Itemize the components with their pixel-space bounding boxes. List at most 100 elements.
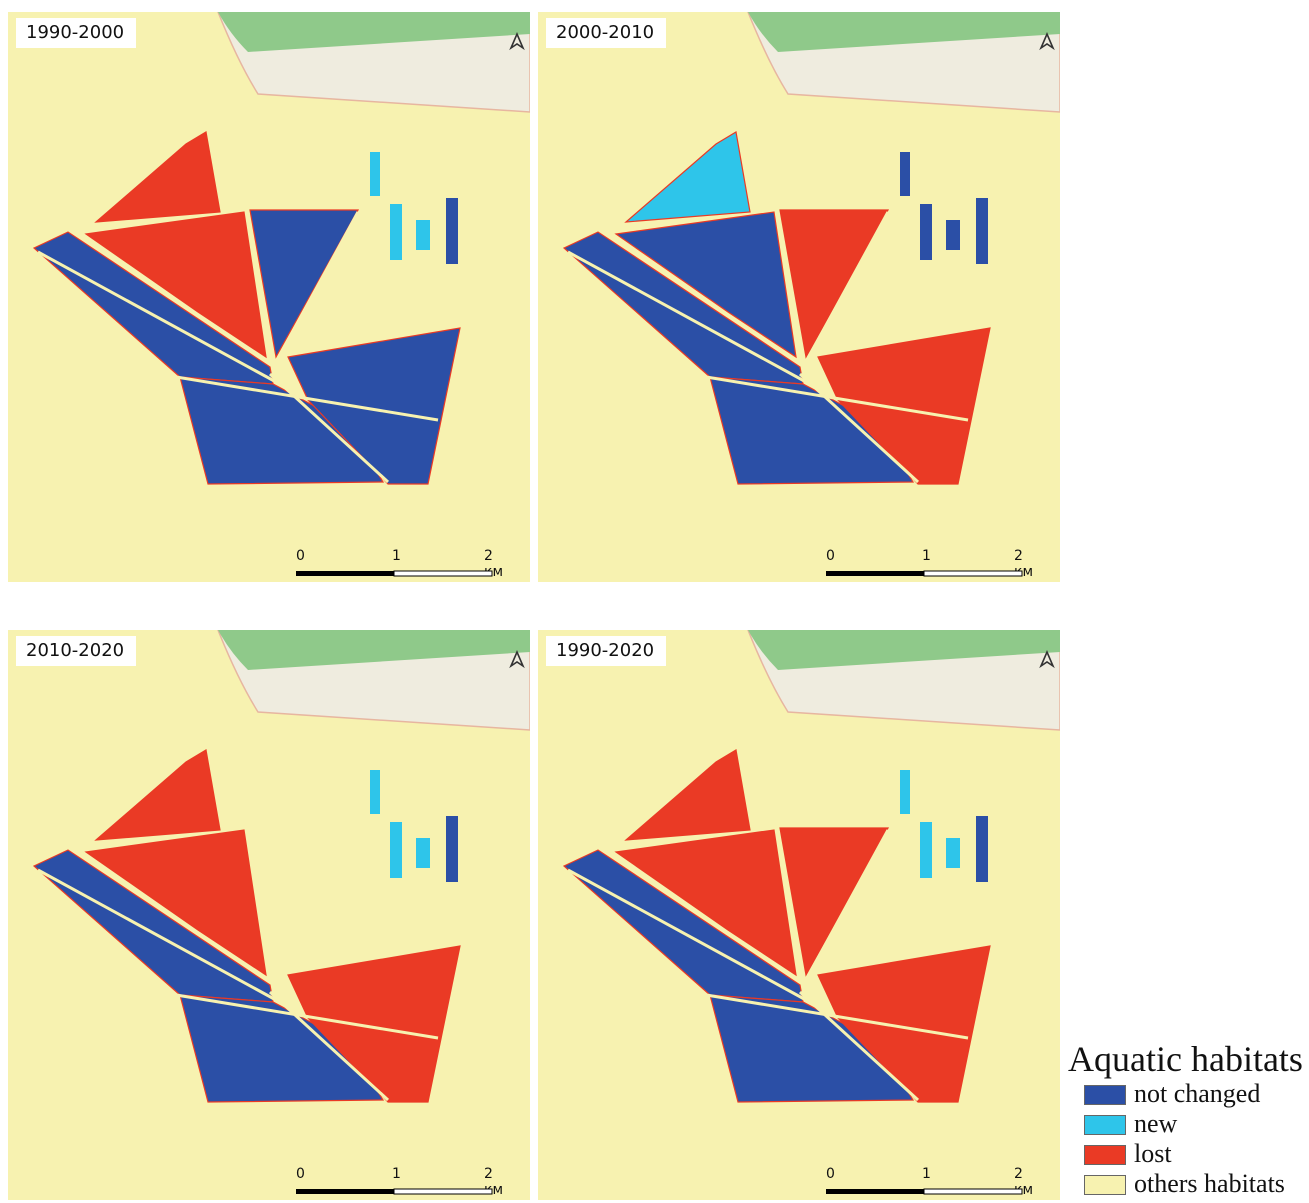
map-canvas [8, 12, 530, 582]
pond-area [446, 816, 458, 882]
habitat-north-wedge [779, 827, 890, 977]
dyke-line [37, 250, 277, 384]
dyke-line [37, 868, 277, 1002]
forest-area [218, 630, 530, 670]
habitat-far-north [94, 749, 221, 841]
pond-area [946, 220, 960, 250]
north-arrow-icon [509, 31, 525, 51]
habitat-north-triangle [84, 829, 267, 977]
dyke-line [157, 990, 439, 1040]
habitat-north-triangle [84, 211, 267, 359]
dyke-line [687, 990, 969, 1040]
habitat-far-north [624, 749, 751, 841]
north-arrow-icon [1039, 649, 1055, 669]
pond-area [920, 822, 932, 878]
dyke-line [567, 868, 807, 1002]
legend-item-new: new [1080, 1110, 1306, 1140]
legend-swatch [1084, 1115, 1126, 1135]
legend-label: not changed [1134, 1079, 1261, 1108]
forest-area [748, 630, 1060, 670]
habitat-far-north [624, 131, 751, 223]
period-label: 2000-2010 [546, 18, 666, 48]
habitat-east-wedge [287, 945, 461, 1103]
period-label: 2010-2020 [16, 636, 136, 666]
scale-bar-graphic [826, 570, 1023, 577]
pond-area [900, 152, 910, 196]
legend-label: others habitats [1134, 1169, 1285, 1198]
dyke-line [776, 216, 802, 363]
dyke-line [268, 372, 390, 484]
scale-bar-graphic [296, 1188, 493, 1195]
habitat-east-wedge [287, 327, 461, 485]
dyke-line [804, 211, 890, 363]
legend-label: lost [1134, 1139, 1172, 1168]
legend: Aquatic habitats not changed new lost ot… [1068, 1038, 1306, 1200]
habitat-north-triangle [614, 829, 797, 977]
scale-tick-label: 0 [826, 1166, 835, 1182]
north-arrow-icon [1039, 31, 1055, 51]
north-arrow-icon [509, 649, 525, 669]
pond-area [390, 204, 402, 260]
legend-item-lost: lost [1080, 1140, 1306, 1170]
dyke-line [804, 829, 890, 981]
dyke-line [776, 834, 802, 981]
scale-bar-graphic [296, 570, 493, 577]
dyke-line [274, 211, 360, 363]
forest-area [218, 12, 530, 52]
dyke-line [246, 216, 272, 363]
legend-label: new [1134, 1109, 1178, 1138]
pond-area [446, 198, 458, 264]
scale-tick-label: 1 [392, 1166, 401, 1182]
dyke-line [274, 829, 360, 981]
pond-area [370, 770, 380, 814]
forest-area [748, 12, 1060, 52]
pond-area [390, 822, 402, 878]
dyke-line [798, 990, 920, 1102]
habitat-east-wedge [817, 945, 991, 1103]
scale-bar-graphic [826, 1188, 1023, 1195]
scale-tick-label: 1 [392, 548, 401, 564]
map-canvas [538, 12, 1060, 582]
legend-swatch [1084, 1085, 1126, 1105]
pond-area [976, 198, 988, 264]
pond-area [416, 838, 430, 868]
pond-area [900, 770, 910, 814]
dyke-line [687, 372, 969, 422]
pond-area [416, 220, 430, 250]
pond-area [976, 816, 988, 882]
legend-swatch [1084, 1175, 1126, 1195]
habitat-north-wedge [779, 209, 890, 359]
habitat-far-north [94, 131, 221, 223]
legend-item-others: others habitats [1080, 1170, 1306, 1200]
scale-tick-label: 0 [826, 548, 835, 564]
scale-tick-label: 1 [922, 548, 931, 564]
scale-tick-label: 0 [296, 1166, 305, 1182]
dyke-line [798, 372, 920, 484]
legend-swatch [1084, 1145, 1126, 1165]
pond-area [920, 204, 932, 260]
period-label: 1990-2000 [16, 18, 136, 48]
scale-tick-label: 0 [296, 548, 305, 564]
scale-tick-label: 1 [922, 1166, 931, 1182]
dyke-line [268, 990, 390, 1102]
legend-item-not-changed: not changed [1080, 1080, 1306, 1110]
legend-title: Aquatic habitats [1068, 1039, 1303, 1079]
habitat-east-wedge [817, 327, 991, 485]
dyke-line [157, 372, 439, 422]
pond-area [370, 152, 380, 196]
dyke-line [567, 250, 807, 384]
pond-area [946, 838, 960, 868]
dyke-line [246, 834, 272, 981]
map-canvas [538, 630, 1060, 1200]
habitat-north-triangle [614, 211, 797, 359]
period-label: 1990-2020 [546, 636, 666, 666]
habitat-north-wedge [249, 209, 360, 359]
map-canvas [8, 630, 530, 1200]
